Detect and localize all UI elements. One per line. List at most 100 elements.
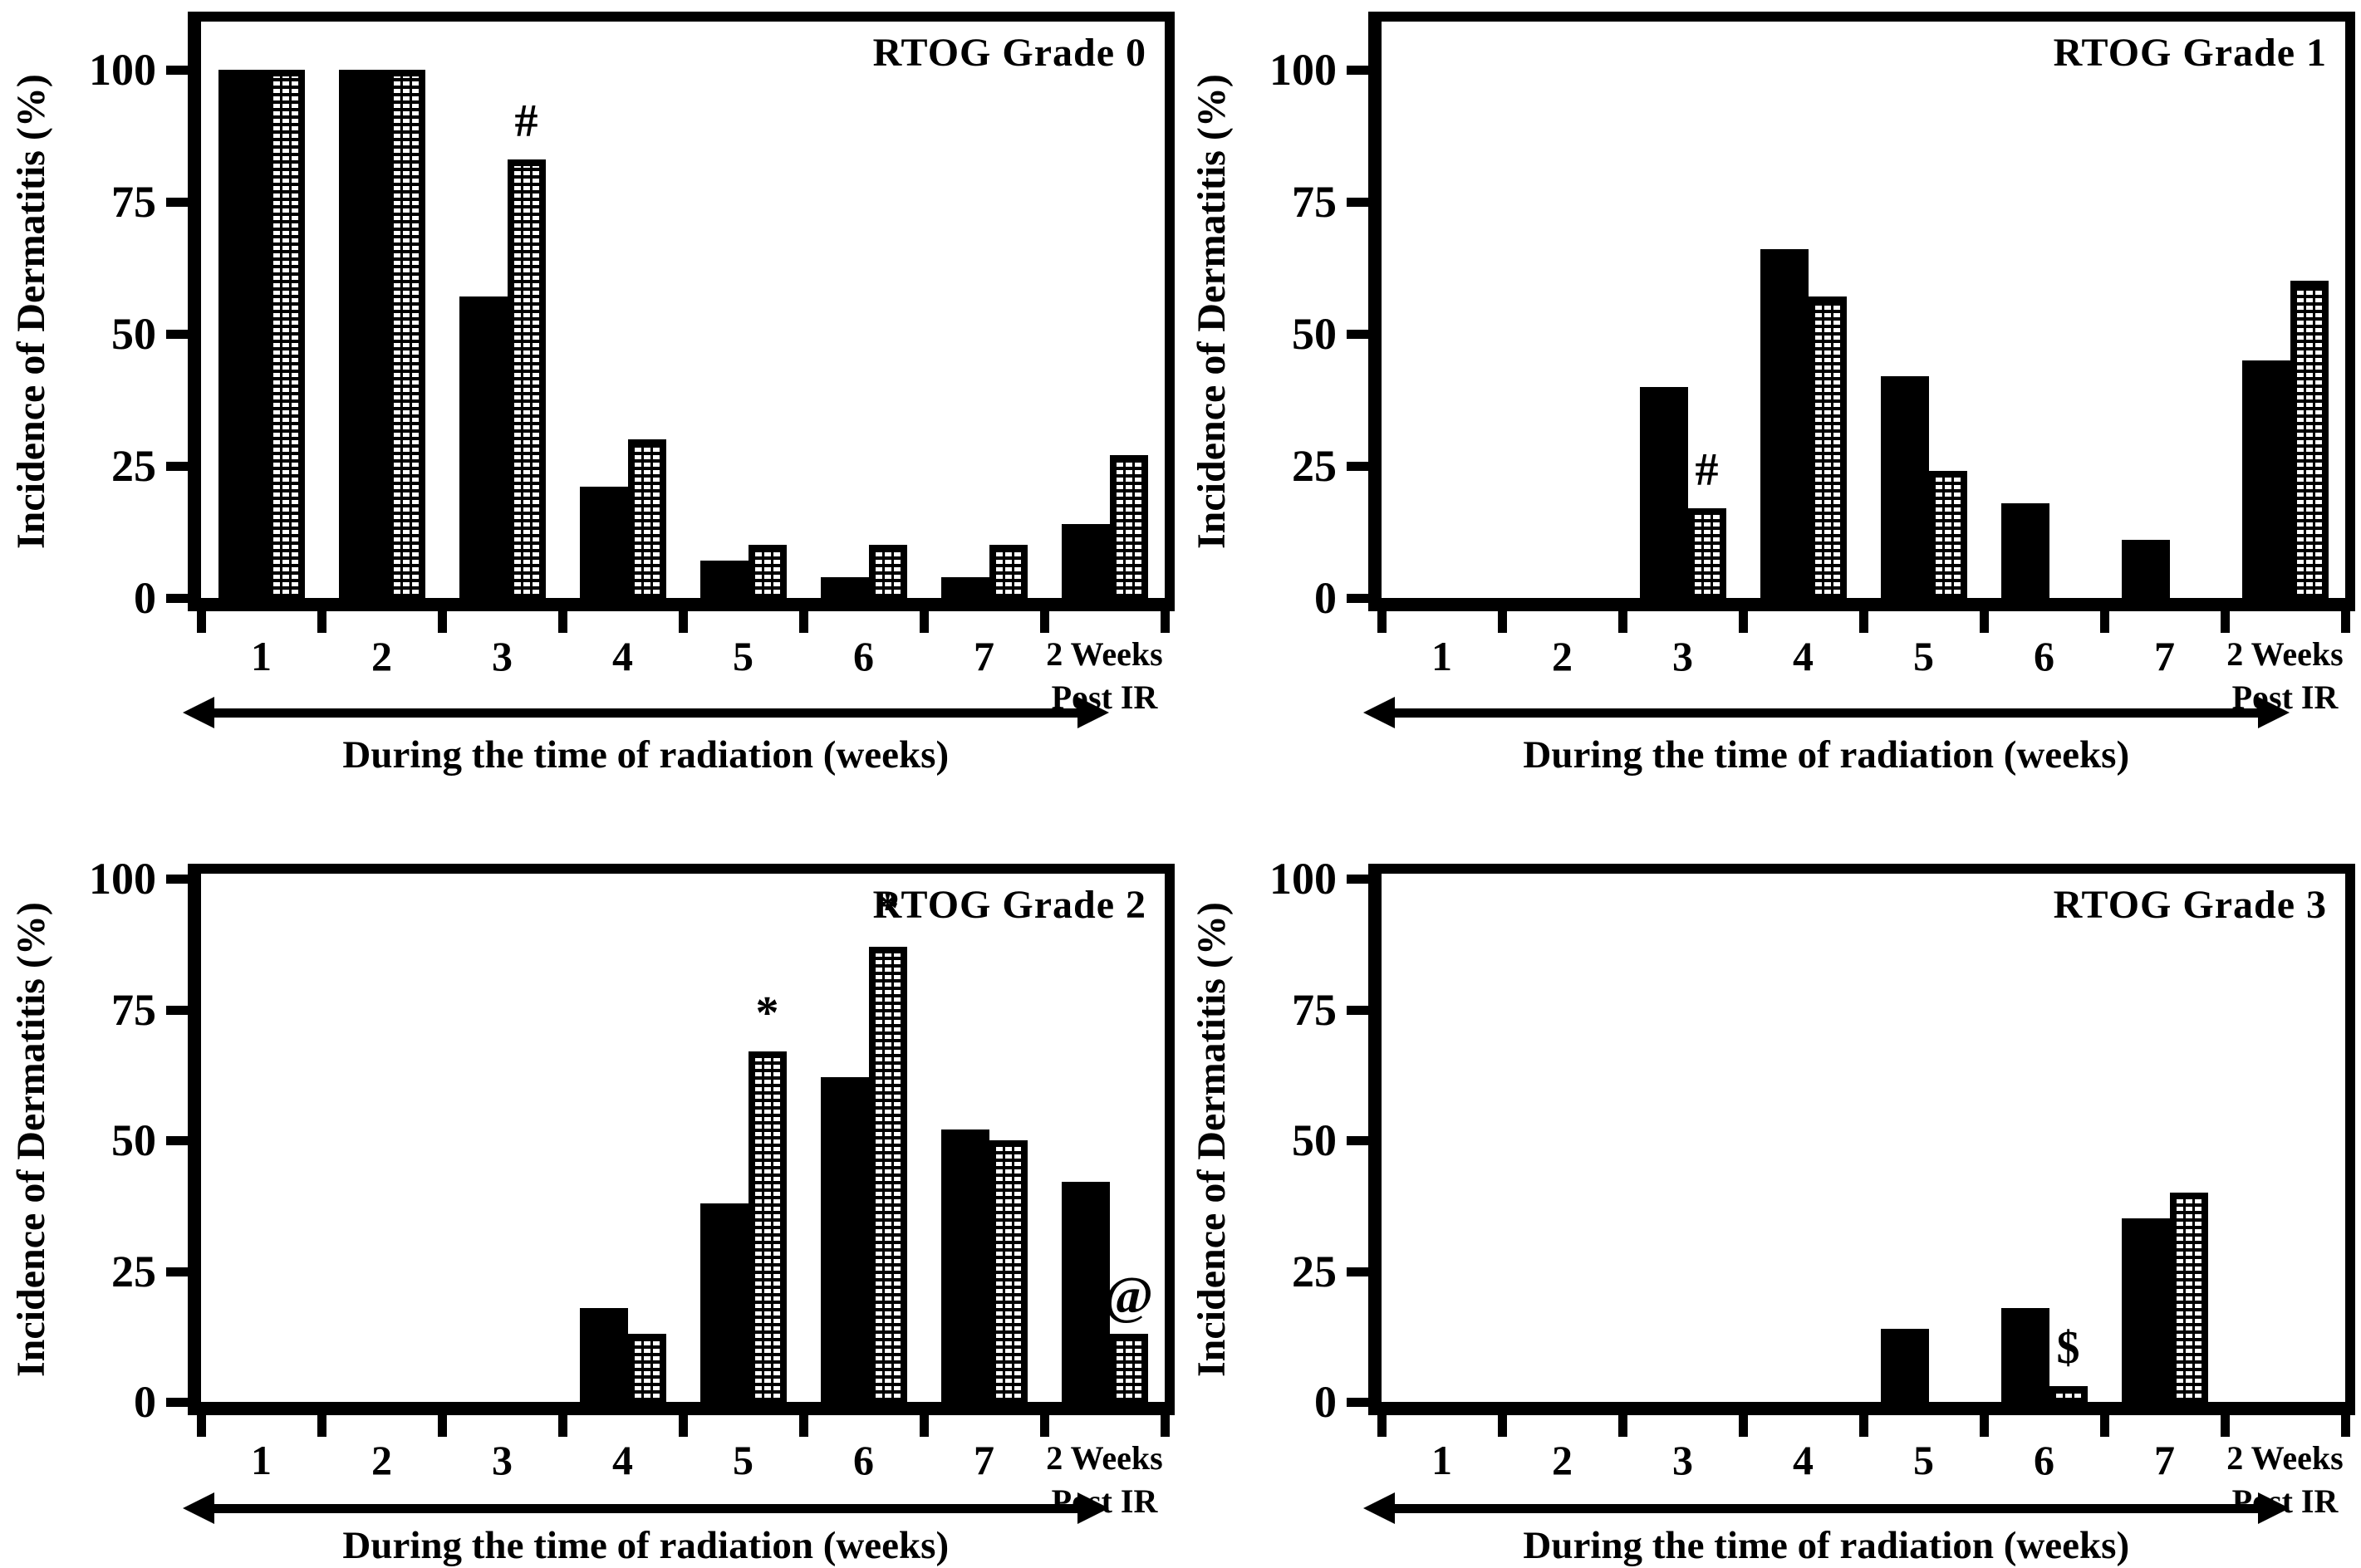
bar-hatched	[2169, 1193, 2208, 1402]
plot-area: RTOG Grade 1	[1368, 12, 2355, 611]
y-tick-mark	[166, 66, 189, 75]
x-tick-mark	[558, 1415, 567, 1437]
chart-title: RTOG Grade 2	[872, 883, 1146, 927]
x-category-label: 3	[492, 633, 513, 679]
chart-panel-rtog-grade-2: Incidence of Dermatitis (%) RTOG Grade 2…	[0, 781, 1180, 1567]
x-category-label: 5	[1913, 633, 1934, 679]
y-tick-mark	[166, 594, 189, 603]
x-tick-mark	[1498, 611, 1507, 633]
x-tick-mark	[2341, 611, 2350, 633]
y-tick-mark	[166, 1005, 189, 1015]
bar-hatched	[2049, 1386, 2088, 1402]
bar-hatched	[627, 1334, 666, 1402]
bar-hatched	[627, 439, 666, 598]
x-category-label: 2	[371, 1437, 392, 1483]
y-tick-mark	[166, 1398, 189, 1407]
bar-solid-black	[699, 561, 749, 598]
y-tick-mark	[1347, 1136, 1370, 1145]
x-axis-range-arrow	[211, 708, 1081, 718]
x-tick-mark	[438, 611, 447, 633]
bar-solid-black	[218, 70, 267, 598]
x-category-label: 5	[1913, 1437, 1934, 1483]
chart-panel-rtog-grade-3: Incidence of Dermatitis (%) RTOG Grade 3…	[1180, 781, 2361, 1567]
annotation-symbol: $	[2056, 1322, 2080, 1374]
x-tick-mark	[799, 611, 808, 633]
y-tick-mark	[1347, 462, 1370, 471]
arrow-left-head-icon	[183, 697, 214, 728]
chart-title: RTOG Grade 1	[2053, 31, 2327, 75]
bar-hatched	[868, 947, 907, 1402]
bar-solid-black	[1760, 249, 1809, 598]
y-tick-label: 75	[1292, 984, 1337, 1035]
y-tick-label: 50	[1292, 1115, 1337, 1165]
annotation-symbol: @	[1103, 1266, 1154, 1325]
y-tick-label: 100	[1269, 45, 1337, 95]
x-tick-mark	[1040, 611, 1049, 633]
x-category-label: 1	[1431, 633, 1452, 679]
y-tick-mark	[1347, 1267, 1370, 1276]
y-tick-mark	[1347, 875, 1370, 884]
bar-hatched	[266, 70, 305, 598]
bar-hatched	[868, 545, 907, 598]
x-tick-mark	[197, 611, 206, 633]
x-axis-range-arrow	[1392, 708, 2261, 718]
x-category-label: 1	[251, 633, 272, 679]
x-tick-mark	[1161, 1415, 1170, 1437]
x-category-label: 4	[612, 1437, 633, 1483]
plot-area: RTOG Grade 2	[188, 864, 1175, 1415]
bar-solid-black	[2000, 1308, 2049, 1402]
x-category-label: 7	[2154, 1437, 2175, 1483]
bar-hatched	[2290, 281, 2329, 598]
x-category-label: 6	[853, 633, 874, 679]
bar-solid-black	[1880, 1329, 1929, 1402]
x-tick-mark	[1859, 1415, 1868, 1437]
arrow-left-head-icon	[1363, 1492, 1395, 1524]
x-category-label: 1	[1431, 1437, 1452, 1483]
bar-hatched	[1109, 455, 1148, 598]
x-tick-mark	[197, 1415, 206, 1437]
bar-solid-black	[940, 1129, 989, 1402]
x-category-label: 3	[1672, 633, 1693, 679]
y-tick-label: 0	[134, 1377, 156, 1427]
x-category-label: 2 Weeks Post IR	[2226, 1439, 2344, 1520]
bar-solid-black	[2000, 503, 2049, 598]
x-category-label: 6	[2034, 1437, 2054, 1483]
x-axis-range-arrow	[1392, 1504, 2261, 1513]
y-tick-label: 100	[1269, 854, 1337, 904]
y-tick-mark	[1347, 594, 1370, 603]
y-tick-label: 75	[1292, 177, 1337, 227]
y-tick-label: 50	[1292, 309, 1337, 359]
x-category-label: 7	[2154, 633, 2175, 679]
plot-area: RTOG Grade 3	[1368, 864, 2355, 1415]
x-axis-label: During the time of radiation (weeks)	[342, 1524, 950, 1567]
x-category-label: 4	[1793, 1437, 1814, 1483]
bar-solid-black	[459, 296, 508, 598]
y-tick-label: 25	[111, 1246, 156, 1296]
bar-hatched	[1109, 1334, 1148, 1402]
y-tick-mark	[1347, 1398, 1370, 1407]
bar-hatched	[748, 545, 787, 598]
x-tick-mark	[679, 611, 688, 633]
x-category-label: 2 Weeks Post IR	[1046, 635, 1163, 716]
x-category-label: 2	[1552, 633, 1573, 679]
bar-solid-black	[2241, 360, 2290, 598]
arrow-right-head-icon	[2257, 697, 2290, 728]
x-tick-mark	[1161, 611, 1170, 633]
bar-hatched	[748, 1051, 787, 1402]
x-category-label: 2	[371, 633, 392, 679]
x-tick-mark	[2341, 1415, 2350, 1437]
y-tick-mark	[166, 198, 189, 207]
bar-hatched	[989, 1140, 1028, 1402]
chart-panel-rtog-grade-1: Incidence of Dermatitis (%) RTOG Grade 1…	[1180, 0, 2361, 781]
arrow-left-head-icon	[183, 1492, 214, 1524]
x-category-label: 2	[1552, 1437, 1573, 1483]
bar-hatched	[507, 159, 546, 598]
arrow-right-head-icon	[1077, 1492, 1109, 1524]
bar-solid-black	[1061, 1182, 1110, 1402]
bar-hatched	[989, 545, 1028, 598]
bar-solid-black	[820, 577, 869, 598]
y-tick-label: 75	[111, 177, 156, 227]
arrow-left-head-icon	[1363, 697, 1395, 728]
arrow-right-head-icon	[1077, 697, 1109, 728]
y-tick-mark	[166, 462, 189, 471]
